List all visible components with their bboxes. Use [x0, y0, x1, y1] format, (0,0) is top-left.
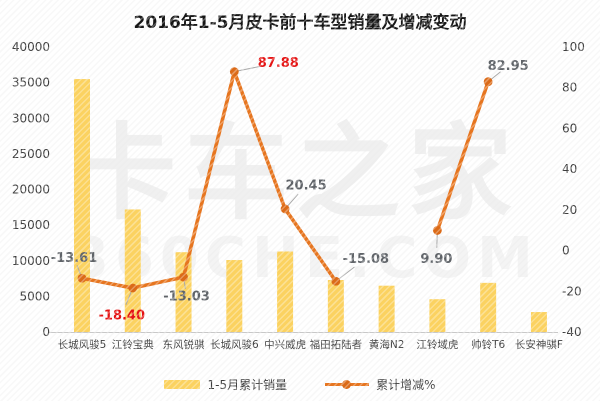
- x-axis-category-label: 中兴威虎: [264, 338, 306, 351]
- data-point-label: -13.03: [163, 290, 210, 305]
- data-point-marker: [229, 67, 239, 77]
- right-axis-tick-label: -20: [562, 284, 582, 298]
- chart-title: 2016年1-5月皮卡前十车型销量及增减变动: [133, 13, 467, 33]
- left-axis-tick-label: 5000: [19, 289, 50, 303]
- right-axis-tick-label: 20: [562, 203, 577, 217]
- bar: [124, 209, 141, 332]
- data-point-marker: [179, 272, 188, 282]
- x-axis-category-label: 福田拓陆者: [310, 338, 363, 351]
- bar: [429, 299, 446, 332]
- right-axis-tick-label: 40: [562, 162, 577, 176]
- legend-item-sales: 1-5月累计销量: [164, 376, 287, 393]
- bar: [530, 312, 547, 332]
- data-point-label: -15.08: [343, 252, 390, 267]
- right-axis-tick-label: 0: [562, 244, 570, 258]
- left-axis-tick-label: 0: [42, 325, 50, 339]
- left-axis-tick-label: 30000: [12, 111, 50, 125]
- chart-legend: 1-5月累计销量 累计增减%: [0, 376, 600, 393]
- x-axis-category-label: 黄海N2: [369, 338, 405, 351]
- data-point-marker: [483, 77, 493, 87]
- legend-label-sales: 1-5月累计销量: [207, 378, 288, 392]
- right-axis-tick-label: 80: [562, 81, 577, 95]
- left-axis-tick-label: 15000: [12, 218, 50, 232]
- data-point-label: 20.45: [286, 178, 327, 193]
- line-series: [435, 79, 490, 233]
- data-point-label: 87.88: [258, 56, 299, 71]
- left-axis-tick-label: 25000: [12, 147, 50, 161]
- legend-item-change: 累计增减%: [325, 376, 436, 393]
- left-axis-tick-label: 10000: [12, 254, 50, 268]
- bar: [226, 260, 243, 332]
- left-axis-tick-label: 35000: [12, 76, 50, 90]
- bar-series-swatch-icon: [164, 380, 201, 389]
- data-point-label: 82.95: [488, 59, 529, 74]
- line-series-swatch-icon: [325, 380, 370, 389]
- data-point-label: 9.90: [420, 252, 452, 267]
- bar: [277, 251, 294, 332]
- x-axis-category-label: 长城风骏6: [210, 338, 259, 351]
- bar: [480, 282, 497, 332]
- left-axis-tick-label: 20000: [12, 183, 50, 197]
- x-axis-category-label: 江铃域虎: [416, 338, 458, 351]
- x-axis-category-label: 帅铃T6: [471, 338, 505, 351]
- right-axis-tick-label: -40: [562, 325, 582, 339]
- data-point-marker: [280, 204, 290, 214]
- data-point-label: -18.40: [99, 309, 146, 324]
- x-axis-category-label: 江铃宝典: [112, 338, 154, 351]
- bar: [327, 279, 344, 332]
- x-axis-category-label: 长城风骏5: [58, 338, 107, 351]
- bar: [74, 79, 90, 332]
- data-point-marker: [128, 283, 138, 293]
- label-leader-line: [234, 65, 262, 73]
- right-axis-tick-label: 60: [562, 121, 577, 135]
- x-axis-category-label: 东风锐骐: [163, 338, 205, 351]
- data-point-marker: [77, 273, 87, 283]
- left-axis-tick-label: 40000: [12, 40, 50, 54]
- right-axis-tick-label: 100: [562, 40, 585, 54]
- data-point-marker: [432, 226, 442, 235]
- data-point-marker: [331, 276, 341, 286]
- legend-label-change: 累计增减%: [376, 378, 436, 392]
- x-axis-category-label: 长安神骐F: [515, 338, 563, 351]
- bar: [378, 285, 395, 332]
- line-series: [80, 69, 338, 290]
- bar: [175, 252, 192, 332]
- data-point-label: -13.61: [51, 251, 98, 266]
